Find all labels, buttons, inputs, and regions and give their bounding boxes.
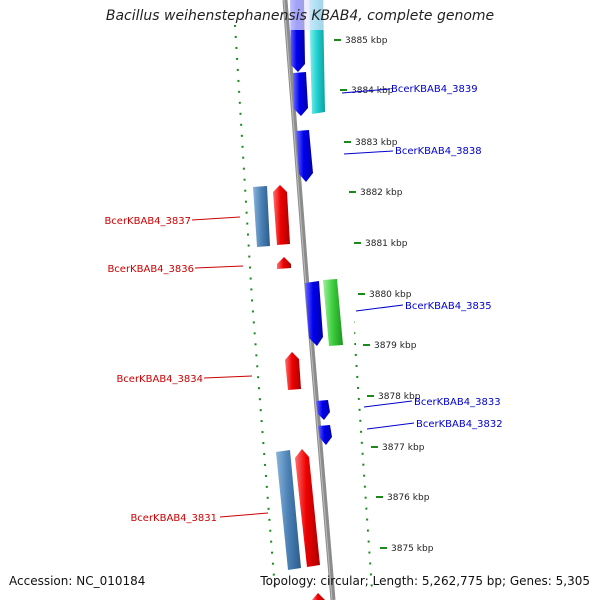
tick-label: 3882 kbp <box>360 188 403 198</box>
gene-callout-line <box>191 216 241 221</box>
gene-arrow <box>285 352 301 390</box>
gene-arrow <box>316 400 330 420</box>
tick-label: 3875 kbp <box>391 544 434 554</box>
gene-arrow <box>312 593 325 600</box>
gene-arrow <box>277 257 291 269</box>
cds-bar <box>276 450 301 570</box>
gene-callout-line <box>219 512 269 518</box>
gene-callout-line <box>203 375 253 379</box>
gene-label[interactable]: BcerKBAB4_3832 <box>416 419 503 430</box>
accession-text: Accession: NC_010184 <box>9 574 146 588</box>
gene-callout-line <box>194 265 244 269</box>
gene-label[interactable]: BcerKBAB4_3833 <box>414 397 501 408</box>
tick-label: 3879 kbp <box>374 341 417 351</box>
gene-callout-line <box>355 304 404 312</box>
gene-arrow <box>318 425 332 445</box>
gene-ring <box>273 0 332 600</box>
tick-label: 3885 kbp <box>345 36 388 46</box>
tick-label: 3884 kbp <box>351 86 394 96</box>
map-title: Bacillus weihenstephanensis KBAB4, compl… <box>105 8 495 24</box>
gene-callout-line <box>363 400 413 408</box>
cds-bar <box>253 186 270 247</box>
gene-callout-line <box>366 422 415 430</box>
tick-label: 3878 kbp <box>378 392 421 402</box>
cds-bar <box>323 279 343 346</box>
gene-arrow <box>296 130 313 182</box>
gene-arrow <box>295 449 320 567</box>
genome-summary-text: Topology: circular; Length: 5,262,775 bp… <box>260 574 590 588</box>
gene-arrow <box>273 185 290 245</box>
gene-callout-line <box>343 150 394 155</box>
gene-label-layer: BcerKBAB4_3839 BcerKBAB4_3838 BcerKBAB4_38… <box>104 84 502 524</box>
tick-layer: 3885 kbp 3884 kbp 3883 kbp 3882 kbp 3881 kbp… <box>334 36 434 554</box>
tick-label: 3880 kbp <box>369 290 412 300</box>
tick-label: 3877 kbp <box>382 443 425 453</box>
gene-label[interactable]: BcerKBAB4_3835 <box>405 301 492 312</box>
outer-divider-circle <box>234 24 276 591</box>
tick-label: 3883 kbp <box>355 138 398 148</box>
gene-label[interactable]: BcerKBAB4_3836 <box>107 264 194 275</box>
feature-highlight <box>290 0 324 30</box>
gene-label[interactable]: BcerKBAB4_3834 <box>116 374 203 385</box>
gene-label[interactable]: BcerKBAB4_3839 <box>391 84 478 95</box>
tick-label: 3881 kbp <box>365 239 408 249</box>
gene-label[interactable]: BcerKBAB4_3831 <box>130 513 217 524</box>
gene-arrow <box>293 72 308 116</box>
gene-label[interactable]: BcerKBAB4_3838 <box>395 146 482 157</box>
gene-callout-line <box>341 88 391 94</box>
tick-label: 3876 kbp <box>387 493 430 503</box>
gene-label[interactable]: BcerKBAB4_3837 <box>104 216 191 227</box>
gene-arrow <box>305 281 323 346</box>
